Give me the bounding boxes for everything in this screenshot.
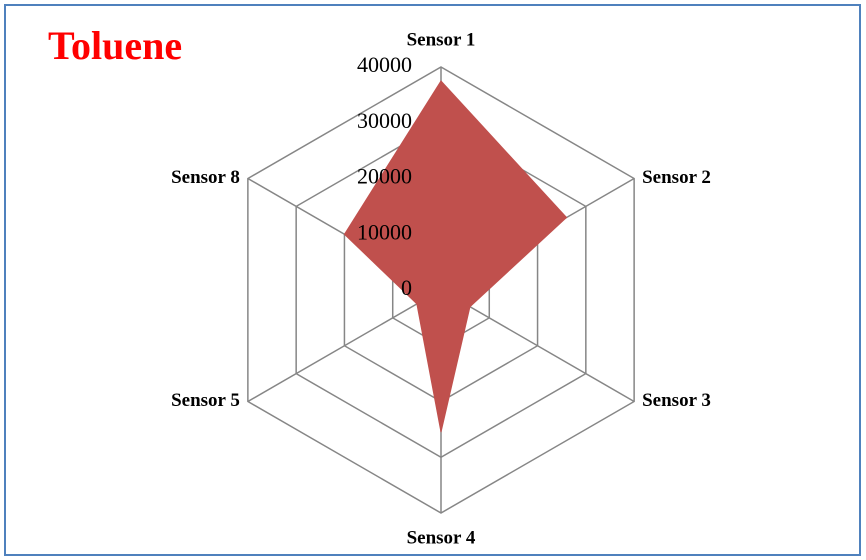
spoke [440, 289, 635, 403]
r-tick-label: 30000 [357, 108, 412, 133]
category-label: Sensor 8 [171, 167, 240, 188]
chart-title: Toluene [48, 23, 182, 68]
category-label: Sensor 5 [171, 390, 240, 411]
category-label: Sensor 3 [642, 390, 711, 411]
category-label: Sensor 2 [642, 167, 711, 188]
radar-area [343, 80, 568, 433]
category-label: Sensor 4 [407, 527, 476, 548]
category-label: Sensor 1 [407, 29, 476, 50]
r-tick-label: 10000 [357, 219, 412, 244]
r-tick-label: 0 [401, 275, 412, 300]
spoke [247, 289, 442, 403]
r-tick-label: 20000 [357, 164, 412, 189]
r-tick-label: 40000 [357, 52, 412, 77]
